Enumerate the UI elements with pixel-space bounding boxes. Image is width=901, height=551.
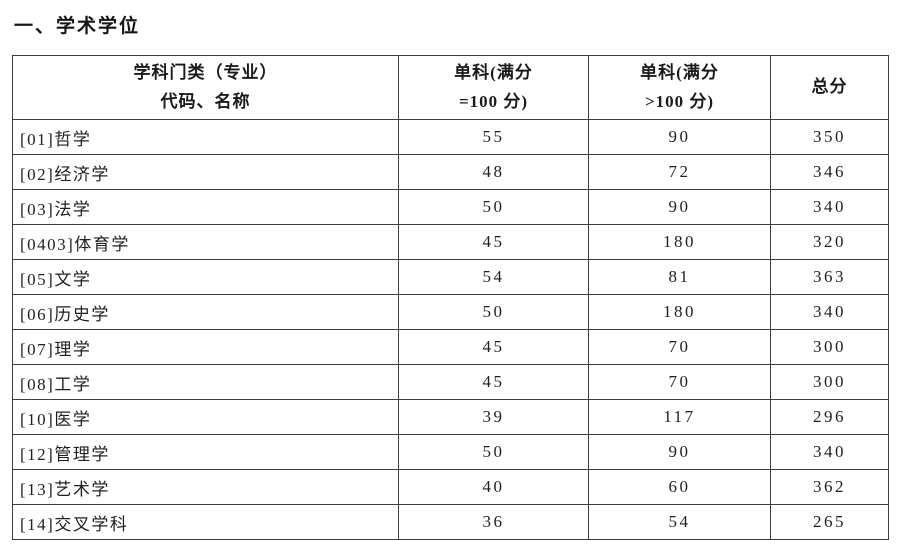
score-table: 学科门类（专业） 代码、名称 单科(满分 =100 分) 单科(满分 >100 … (12, 55, 889, 540)
subject-cell: [10]医学 (12, 399, 399, 435)
header-subject-line1: 学科门类（专业） (133, 63, 278, 83)
total-cell: 363 (770, 259, 889, 295)
single-eq100-cell: 40 (398, 469, 589, 505)
single-gt100-cell: 54 (588, 504, 771, 540)
header-single-gt100: 单科(满分 >100 分) (588, 55, 771, 120)
subject-cell: [02]经济学 (12, 154, 399, 190)
single-gt100-cell: 90 (588, 119, 771, 155)
table-row: [02]经济学 48 72 346 (12, 154, 889, 190)
subject-cell: [14]交叉学科 (12, 504, 399, 540)
total-cell: 300 (770, 364, 889, 400)
table-header: 学科门类（专业） 代码、名称 单科(满分 =100 分) 单科(满分 >100 … (12, 55, 889, 120)
table-row: [03]法学 50 90 340 (12, 189, 889, 225)
single-eq100-cell: 39 (398, 399, 589, 435)
header-total: 总分 (770, 55, 889, 120)
section-title: 一、学术学位 (14, 16, 141, 37)
total-cell: 346 (770, 154, 889, 190)
header-subject-line2: 代码、名称 (160, 91, 251, 111)
single-gt100-cell: 117 (588, 399, 771, 435)
table-row: [13]艺术学 40 60 362 (12, 469, 889, 505)
total-cell: 340 (770, 189, 889, 225)
table-row: [08]工学 45 70 300 (12, 364, 889, 400)
total-cell: 300 (770, 329, 889, 365)
single-eq100-cell: 45 (398, 329, 589, 365)
single-eq100-cell: 50 (398, 189, 589, 225)
single-gt100-cell: 180 (588, 224, 771, 260)
subject-cell: [05]文学 (12, 259, 399, 295)
subject-cell: [08]工学 (12, 364, 399, 400)
header-single-eq100-line2: =100 分) (458, 91, 529, 111)
total-cell: 340 (770, 294, 889, 330)
table-row: [07]理学 45 70 300 (12, 329, 889, 365)
subject-cell: [07]理学 (12, 329, 399, 365)
total-cell: 265 (770, 504, 889, 540)
table-body: [01]哲学 55 90 350 [02]经济学 48 72 346 [03]法… (12, 119, 889, 540)
single-gt100-cell: 90 (588, 434, 771, 470)
subject-cell: [12]管理学 (12, 434, 399, 470)
single-gt100-cell: 180 (588, 294, 771, 330)
table-row: [10]医学 39 117 296 (12, 399, 889, 435)
header-single-gt100-line2: >100 分) (644, 91, 715, 111)
header-single-gt100-line1: 单科(满分 (640, 63, 719, 83)
subject-cell: [01]哲学 (12, 119, 399, 155)
single-eq100-cell: 45 (398, 224, 589, 260)
subject-cell: [06]历史学 (12, 294, 399, 330)
single-eq100-cell: 45 (398, 364, 589, 400)
total-cell: 350 (770, 119, 889, 155)
subject-cell: [03]法学 (12, 189, 399, 225)
single-gt100-cell: 72 (588, 154, 771, 190)
table-row: [12]管理学 50 90 340 (12, 434, 889, 470)
header-subject: 学科门类（专业） 代码、名称 (12, 55, 399, 120)
subject-cell: [13]艺术学 (12, 469, 399, 505)
single-gt100-cell: 70 (588, 364, 771, 400)
single-eq100-cell: 48 (398, 154, 589, 190)
single-eq100-cell: 50 (398, 434, 589, 470)
table-row: [0403]体育学 45 180 320 (12, 224, 889, 260)
header-single-eq100-line1: 单科(满分 (454, 63, 533, 83)
single-eq100-cell: 50 (398, 294, 589, 330)
table-row: [14]交叉学科 36 54 265 (12, 504, 889, 540)
single-gt100-cell: 90 (588, 189, 771, 225)
total-cell: 340 (770, 434, 889, 470)
single-gt100-cell: 81 (588, 259, 771, 295)
table-row: [05]文学 54 81 363 (12, 259, 889, 295)
header-single-eq100: 单科(满分 =100 分) (398, 55, 589, 120)
single-gt100-cell: 70 (588, 329, 771, 365)
total-cell: 296 (770, 399, 889, 435)
table-row: [01]哲学 55 90 350 (12, 119, 889, 155)
table-row: [06]历史学 50 180 340 (12, 294, 889, 330)
single-eq100-cell: 36 (398, 504, 589, 540)
total-cell: 362 (770, 469, 889, 505)
total-cell: 320 (770, 224, 889, 260)
single-eq100-cell: 54 (398, 259, 589, 295)
subject-cell: [0403]体育学 (12, 224, 399, 260)
single-eq100-cell: 55 (398, 119, 589, 155)
single-gt100-cell: 60 (588, 469, 771, 505)
header-row: 学科门类（专业） 代码、名称 单科(满分 =100 分) 单科(满分 >100 … (12, 55, 889, 120)
